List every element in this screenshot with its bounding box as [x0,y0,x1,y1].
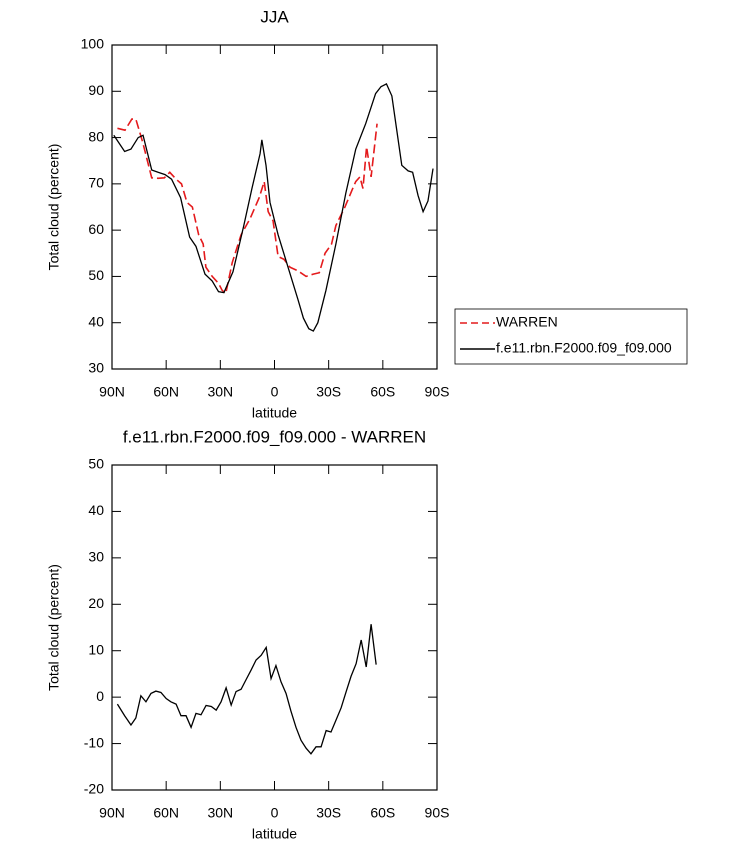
data-line [117,118,378,296]
plot-frame [111,44,438,370]
y-tick-label: 40 [88,502,104,518]
y-tick-label: 90 [88,82,104,98]
legend-label: f.e11.rbn.F2000.f09_f09.000 [496,340,672,356]
y-tick-label: 50 [88,456,104,472]
x-tick-label: 60S [370,384,395,400]
y-tick-label: 30 [88,549,104,565]
y-tick-label: 40 [88,313,104,329]
x-tick-label: 60N [153,805,179,821]
x-tick-label: 90N [99,805,125,821]
x-tick-label: 30S [316,384,341,400]
y-tick-label: 60 [88,221,104,237]
x-tick-label: 90S [425,384,450,400]
y-tick-label: -20 [84,781,104,797]
x-tick-label: 0 [271,805,279,821]
y-tick-label: 100 [81,36,105,52]
y-tick-label: 0 [96,688,104,704]
y-tick-label: 30 [88,360,104,376]
x-tick-label: 60S [370,805,395,821]
y-tick-label: -10 [84,734,104,750]
x-tick-label: 30N [207,805,233,821]
plot-frame [111,464,438,791]
y-tick-label: 20 [88,595,104,611]
x-tick-label: 60N [153,384,179,400]
data-line [113,82,434,332]
y-tick-label: 80 [88,128,104,144]
x-axis-title: latitude [252,826,297,842]
y-axis-title: Total cloud (percent) [46,144,62,271]
x-tick-label: 30N [207,384,233,400]
x-tick-label: 90N [99,384,125,400]
y-tick-label: 70 [88,175,104,191]
x-axis-title: latitude [252,405,297,421]
legend-label: WARREN [496,314,558,330]
x-tick-label: 90S [425,805,450,821]
x-tick-label: 0 [271,384,279,400]
y-axis-title: Total cloud (percent) [46,564,62,691]
y-tick-label: 50 [88,267,104,283]
data-line [116,624,377,755]
y-tick-label: 10 [88,641,104,657]
chart-title: JJA [260,7,289,26]
legend-box [454,308,688,365]
chart-title: f.e11.rbn.F2000.f09_f09.000 - WARREN [123,427,426,446]
x-tick-label: 30S [316,805,341,821]
